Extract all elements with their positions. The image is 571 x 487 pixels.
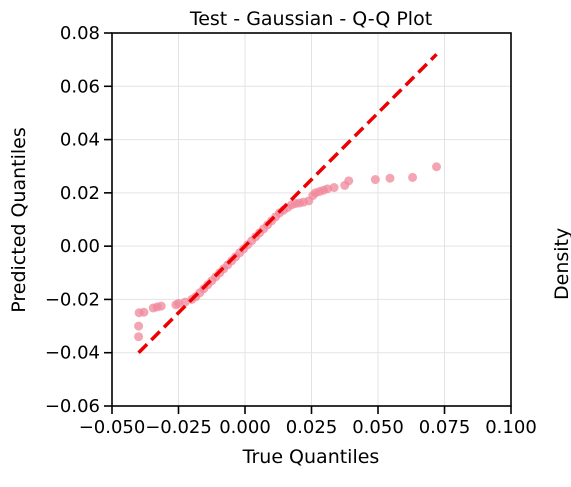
- y-tick-label: 0.06: [60, 76, 100, 97]
- y-tick-label: 0.02: [60, 183, 100, 204]
- y-tick-label: −0.02: [45, 289, 100, 310]
- x-tick-label: −0.050: [79, 417, 146, 438]
- x-tick-label: −0.025: [145, 417, 212, 438]
- qq-point: [408, 172, 418, 182]
- qq-point: [134, 332, 144, 342]
- x-tick-label: 0.100: [485, 417, 537, 438]
- reference-line-layer: [137, 53, 438, 354]
- y-tick-label: −0.04: [45, 343, 100, 364]
- y-tick-label: 0.04: [60, 130, 100, 151]
- x-tick-label: 0.075: [419, 417, 471, 438]
- x-axis-ticks: −0.050 −0.025 0.000 0.025 0.050 0.075 0.100: [79, 406, 537, 438]
- x-tick-label: 0.000: [219, 417, 271, 438]
- qq-point: [344, 176, 354, 186]
- y-tick-label: −0.06: [45, 396, 100, 417]
- scatter-points: [134, 162, 442, 342]
- qq-point: [139, 307, 149, 317]
- qq-point: [156, 301, 166, 311]
- qq-point: [385, 173, 395, 183]
- y-tick-label: 0.00: [60, 236, 100, 257]
- y-tick-label: 0.08: [60, 23, 100, 44]
- qq-point: [329, 183, 339, 193]
- y-axis-label: Predicted Quantiles: [8, 127, 30, 313]
- x-tick-label: 0.025: [286, 417, 338, 438]
- chart-title: Test - Gaussian - Q-Q Plot: [189, 8, 432, 30]
- x-tick-label: 0.050: [352, 417, 404, 438]
- qq-point: [432, 162, 442, 172]
- clipped-density-label: Density: [551, 228, 571, 300]
- x-axis-label: True Quantiles: [242, 446, 380, 468]
- y-axis-ticks: −0.06 −0.04 −0.02 0.00 0.02 0.04 0.06 0.08: [45, 23, 112, 417]
- qq-point: [370, 175, 380, 185]
- reference-line: [137, 53, 438, 354]
- qq-point: [134, 321, 144, 331]
